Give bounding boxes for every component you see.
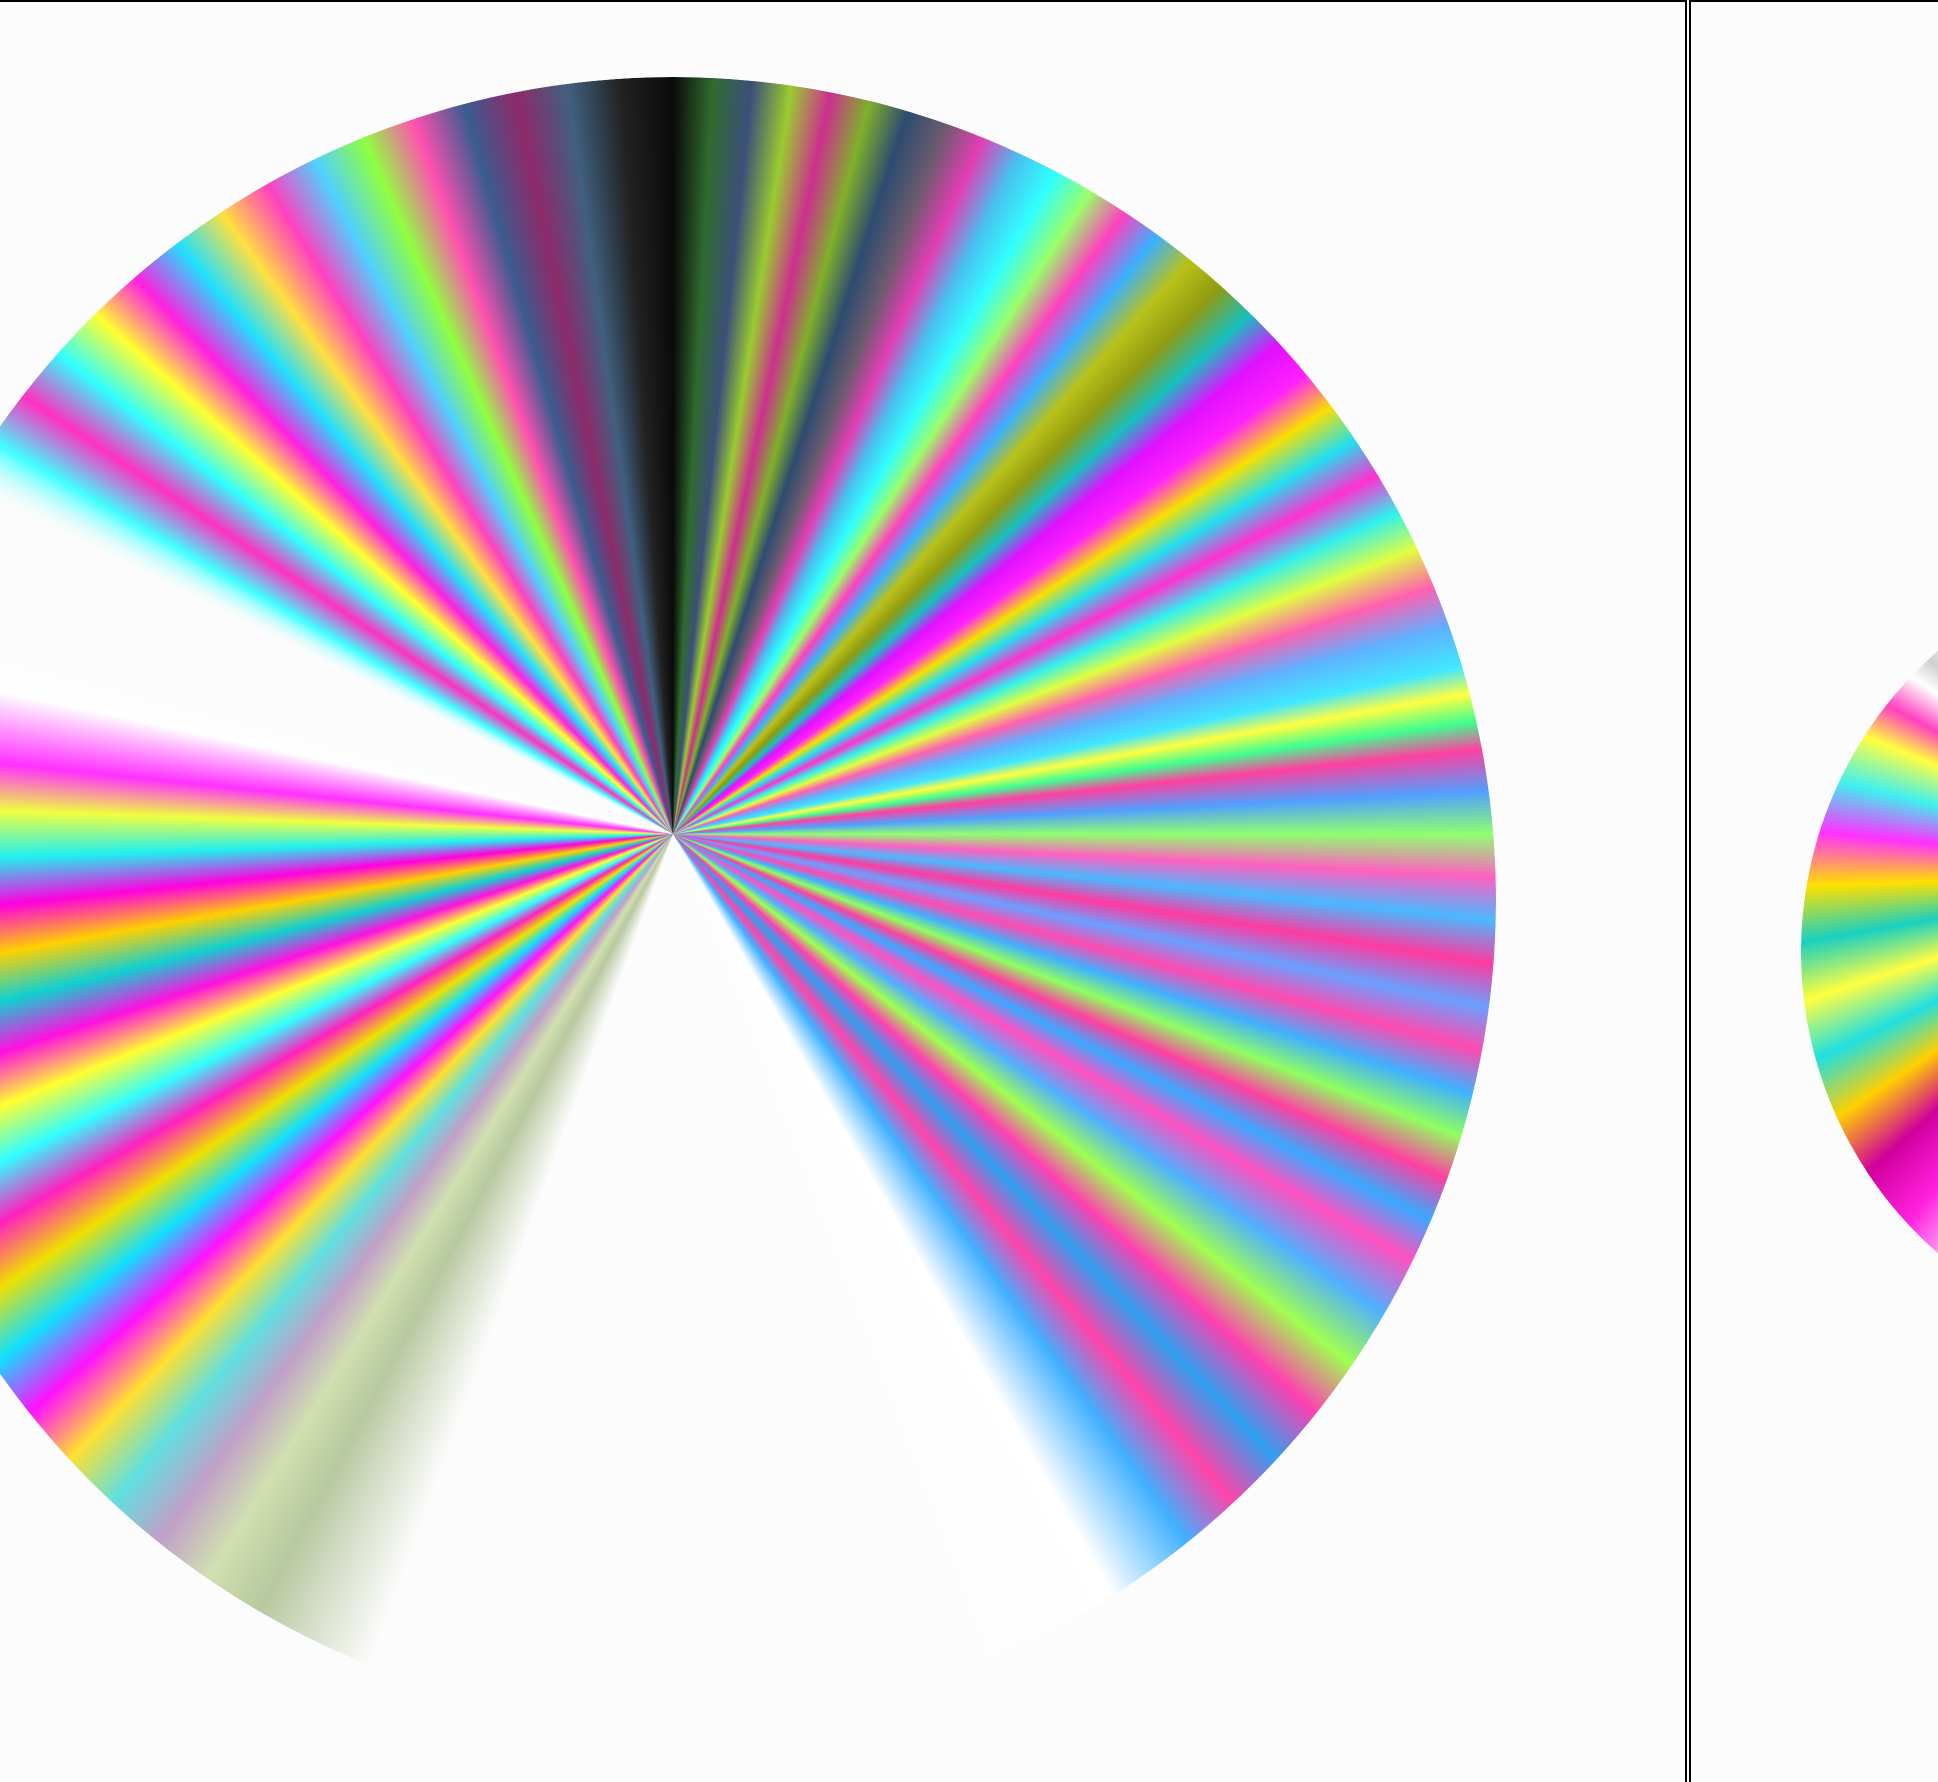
- right-panel: [1691, 0, 1938, 1782]
- left-color-wheel: [0, 77, 1496, 1723]
- right-wheel-rays: [1801, 552, 1938, 1352]
- right-color-wheel: [1801, 552, 1938, 1352]
- panel-divider-left: [1685, 0, 1687, 1782]
- panel-divider-right: [1689, 0, 1691, 1782]
- left-panel: [0, 0, 1685, 1723]
- left-wheel-white-gap-top: [0, 77, 1496, 1723]
